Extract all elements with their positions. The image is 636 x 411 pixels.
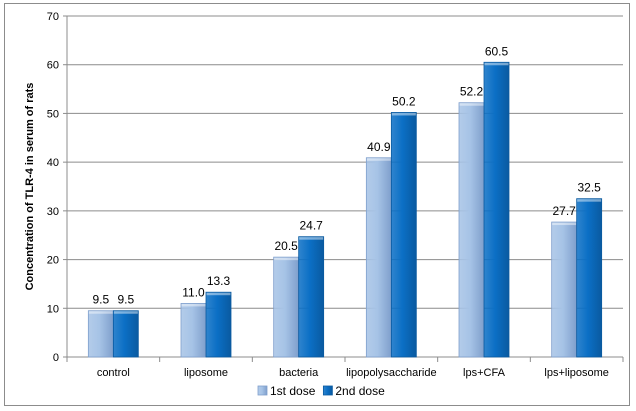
x-tick-label: lipopolysaccharide [346,367,437,379]
bar-second-dose [298,236,325,358]
data-labels: 9.5 9.5 11.013.3 20.524.7 40.9 50.2 52.2 60.5 27… [92,44,601,306]
data-label: 9.5 [92,293,109,307]
bar-highlight [113,311,138,314]
bar-highlight [88,311,113,314]
bar-first-dose [458,102,485,358]
data-label: 60.5 [485,44,509,58]
data-label: 50.2 [392,94,416,108]
x-tick-label: liposome [184,367,228,379]
y-tick-label: 0 [53,352,59,364]
data-label: 24.7 [299,219,323,233]
y-tick-label: 70 [47,11,59,23]
legend-swatch [257,385,268,396]
bar-second-dose [576,198,603,358]
x-tick-label: lps+CFA [463,367,506,379]
bar-highlight [391,112,416,116]
y-tick-label: 20 [47,255,59,267]
bar-first-dose [365,157,392,358]
bar-highlight [299,237,324,240]
bar-second-dose [390,112,417,358]
y-axis-title: Concentration of TLR-4 in serum of rats [24,83,36,291]
legend-label: 2nd dose [335,384,385,398]
bar-first-dose [180,303,207,358]
x-tick-label: bacteria [279,367,319,379]
bar-highlight [181,303,206,307]
axes: 0 10 20 30 40 50 60 70 control liposome bacteria li… [47,11,624,379]
x-tick-label: lps+liposome [544,367,609,379]
y-tick-label: 30 [47,206,59,218]
bar-highlight [366,158,391,161]
bar-highlight [552,222,577,226]
bar-highlight [459,103,484,106]
bar-first-dose [87,310,114,358]
bar-highlight [577,199,602,202]
gridlines [67,15,623,309]
bar-second-dose [112,310,139,358]
bar-first-dose [551,221,578,358]
bar-second-dose [205,291,232,358]
data-label: 52.2 [460,85,484,99]
bar-highlight [206,292,231,296]
y-tick-label: 10 [47,303,59,315]
y-tick-label: 60 [47,60,59,72]
data-label: 20.5 [274,239,298,253]
legend-label: 1st dose [270,384,316,398]
data-label: 27.7 [552,204,576,218]
y-tick-label: 50 [47,108,59,120]
bar-highlight [274,257,299,261]
y-tick-label: 40 [47,157,59,169]
data-label: 13.3 [207,274,231,288]
bar-first-dose [273,256,300,358]
legend-swatch [322,385,333,396]
data-label: 11.0 [182,285,205,299]
x-tick-label: control [97,367,130,379]
data-label: 9.5 [117,293,134,307]
legend: 1st dose 2nd dose [257,384,385,398]
data-label: 40.9 [367,140,391,154]
bars [87,61,603,358]
data-label: 32.5 [577,181,601,195]
bar-second-dose [483,61,510,358]
bar-highlight [484,62,509,66]
